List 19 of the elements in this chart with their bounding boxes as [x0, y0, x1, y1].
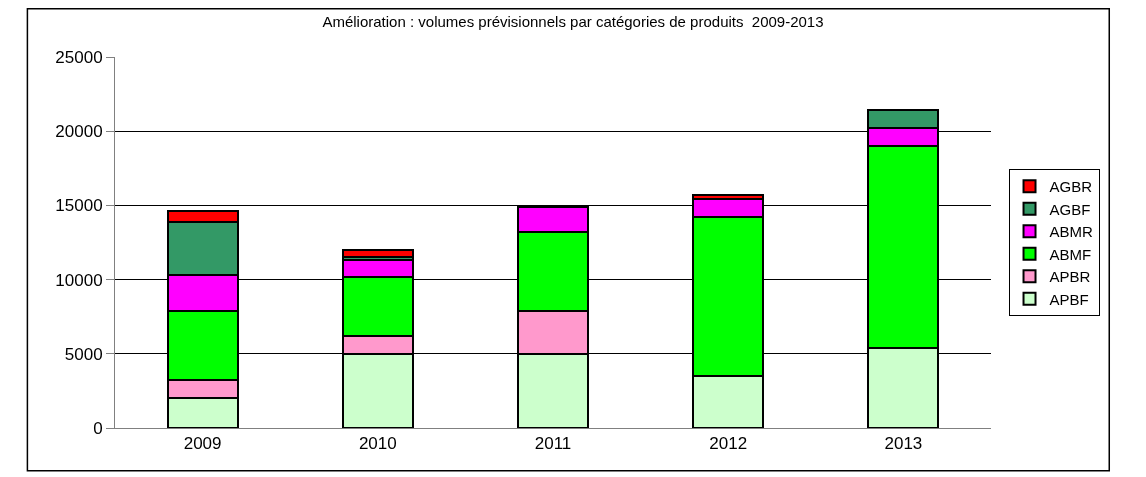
bar: [341, 248, 414, 259]
chart-title: Amélioration : volumes prévisionnels par catégories de produits 2009-2013: [322, 12, 824, 30]
y-tick-label: 0: [93, 418, 103, 438]
x-tick-label: 2010: [358, 434, 397, 454]
x-tick-label: 2009: [183, 434, 222, 454]
y-tick-label: 20000: [55, 122, 103, 142]
x-tick-label: 2011: [534, 434, 572, 454]
legend-label: ABMF: [1049, 245, 1092, 263]
legend-label: APBR: [1049, 268, 1091, 286]
x-tick-label: 2012: [709, 434, 748, 454]
y-tick-label: 25000: [55, 47, 103, 67]
y-tick-label: 5000: [64, 344, 103, 364]
legend-label: AGBF: [1049, 200, 1091, 218]
y-tick-label: 15000: [55, 196, 103, 216]
legend-label: AGBR: [1049, 178, 1093, 196]
legend-label: APBF: [1049, 290, 1089, 308]
y-tick-label: 10000: [55, 270, 103, 290]
x-tick-label: 2013: [884, 434, 923, 454]
legend-label: ABMR: [1049, 223, 1094, 241]
